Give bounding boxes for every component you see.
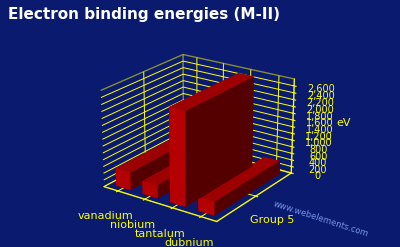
Text: Electron binding energies (M-II): Electron binding energies (M-II) (8, 7, 280, 22)
Text: www.webelements.com: www.webelements.com (272, 200, 370, 239)
